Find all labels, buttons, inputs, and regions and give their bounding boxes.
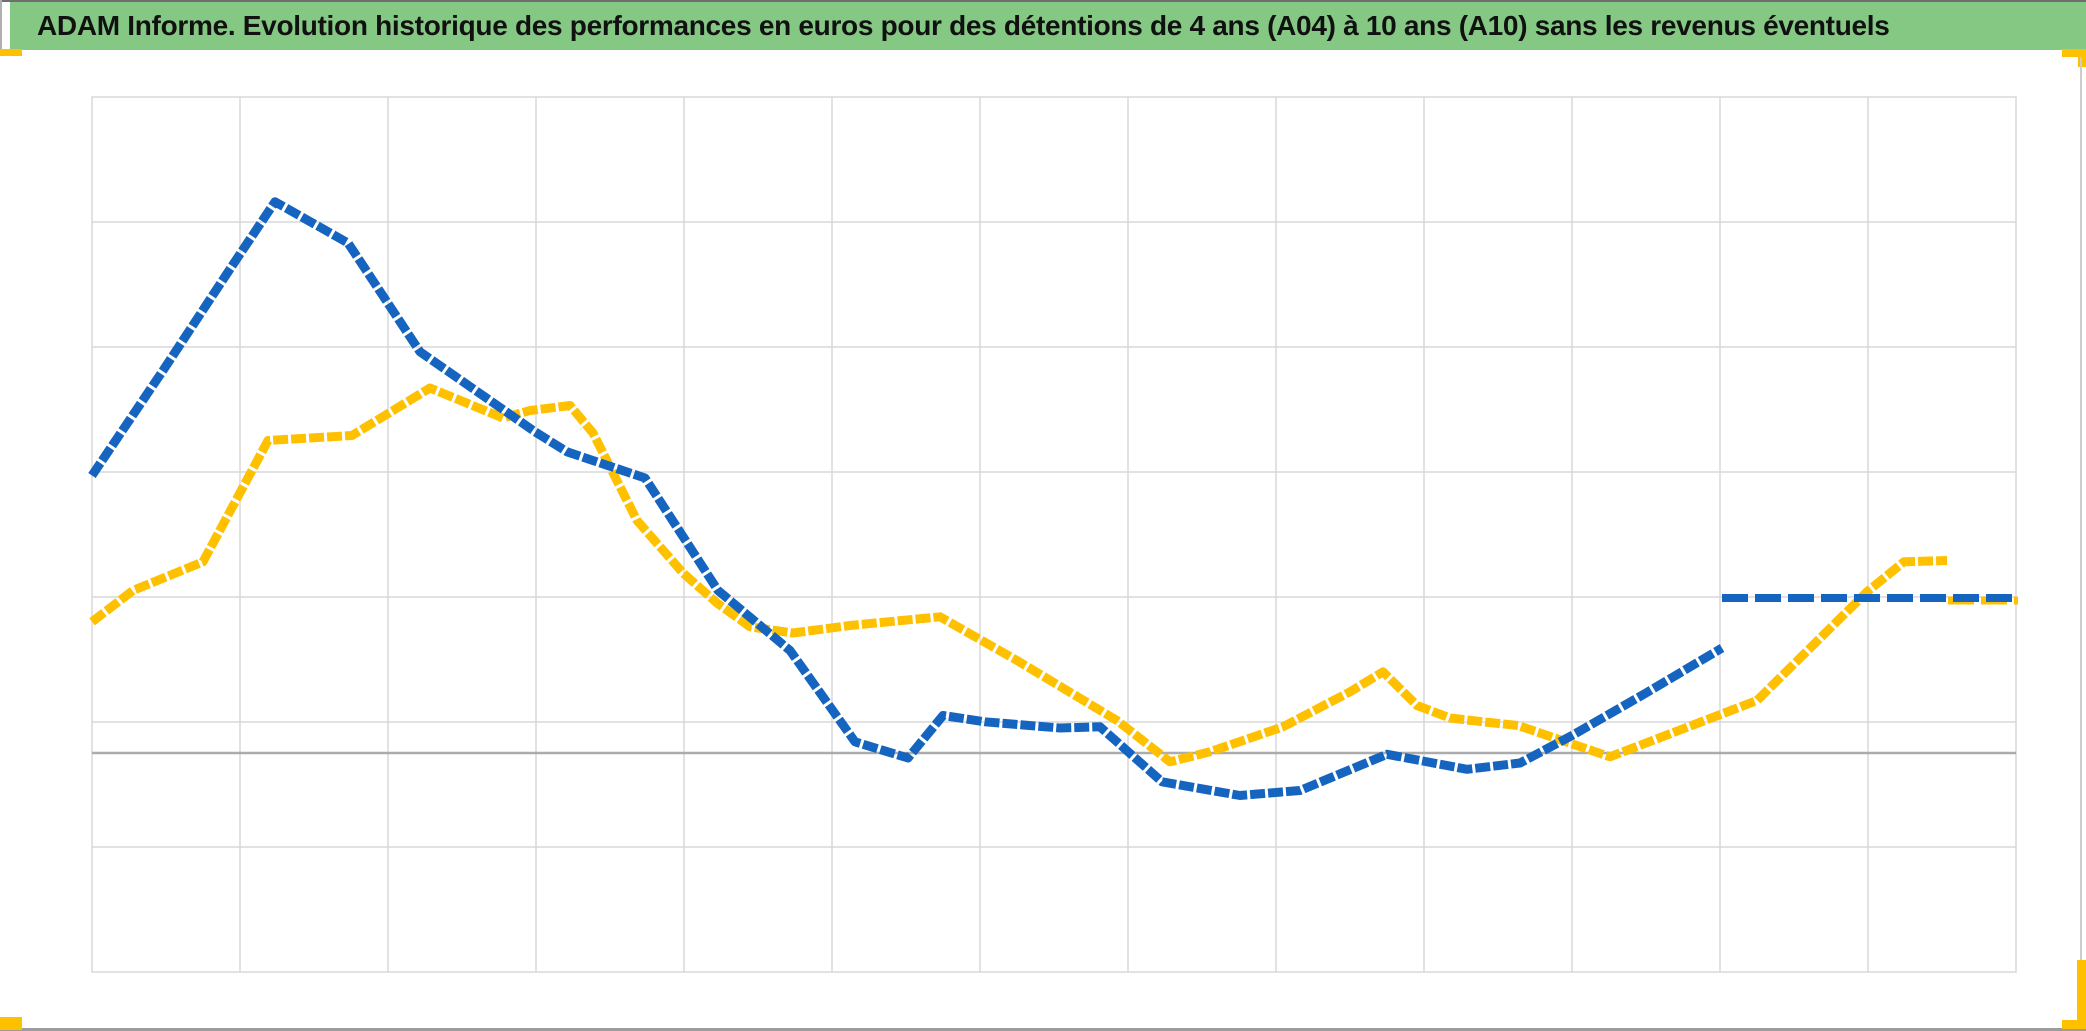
gold-main-line: [89, 383, 1948, 767]
page-bottom-border: [0, 1028, 2086, 1031]
corner-accent-top-left: [0, 49, 22, 56]
blue-main-line: [88, 197, 1725, 800]
corner-accent-top-right-vertical: [2078, 49, 2086, 67]
corner-accent-bottom-left: [0, 1017, 22, 1030]
corner-accent-top-right-horizontal: [2062, 49, 2086, 57]
corner-accent-bottom-right-vertical: [2077, 960, 2086, 1022]
page-top-border: [0, 0, 2086, 2]
title-bar: ADAM Informe. Evolution historique des p…: [10, 2, 2086, 50]
plot-border: [91, 96, 2017, 973]
page-right-border: [2080, 57, 2082, 1030]
corner-accent-bottom-right-horizontal: [2062, 1020, 2086, 1029]
page-left-border: [0, 0, 2, 55]
page-title: ADAM Informe. Evolution historique des p…: [37, 10, 1890, 41]
